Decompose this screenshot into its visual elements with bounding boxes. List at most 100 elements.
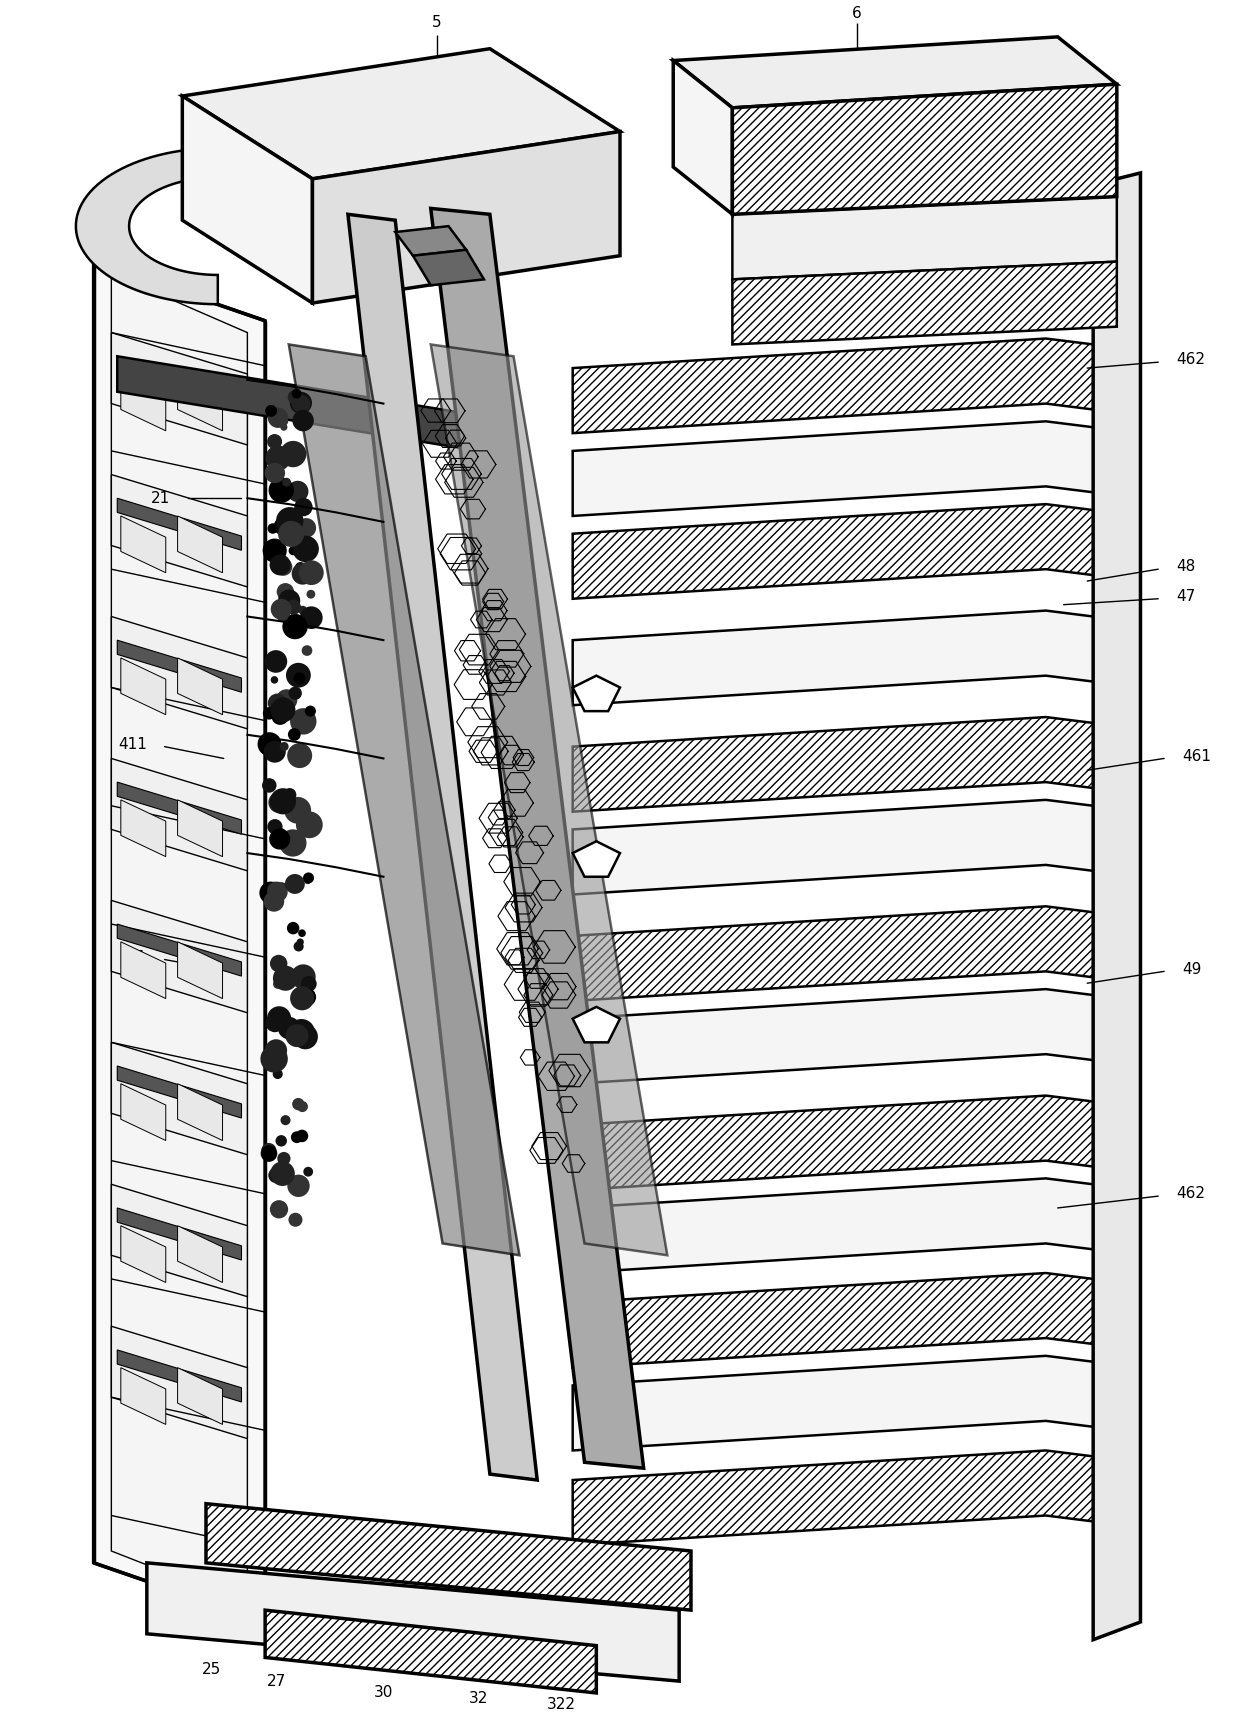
Polygon shape xyxy=(177,1368,222,1424)
Circle shape xyxy=(306,589,315,598)
Circle shape xyxy=(289,546,298,555)
Circle shape xyxy=(269,555,290,576)
Polygon shape xyxy=(118,782,242,835)
Polygon shape xyxy=(573,610,1094,704)
Circle shape xyxy=(280,1115,290,1125)
Polygon shape xyxy=(312,132,620,302)
Polygon shape xyxy=(177,1084,222,1141)
Circle shape xyxy=(269,460,278,469)
Circle shape xyxy=(268,881,288,902)
Circle shape xyxy=(268,694,286,713)
Polygon shape xyxy=(573,1450,1094,1544)
Circle shape xyxy=(291,1130,303,1142)
Polygon shape xyxy=(120,515,166,572)
Text: 25: 25 xyxy=(202,1661,222,1677)
Circle shape xyxy=(291,964,316,990)
Circle shape xyxy=(280,442,306,467)
Text: 21: 21 xyxy=(151,491,170,505)
Circle shape xyxy=(269,478,294,503)
Circle shape xyxy=(286,600,301,615)
Circle shape xyxy=(277,608,289,622)
Circle shape xyxy=(294,941,304,952)
Circle shape xyxy=(264,462,285,483)
Polygon shape xyxy=(112,617,248,728)
Circle shape xyxy=(288,481,309,502)
Circle shape xyxy=(268,819,283,835)
Polygon shape xyxy=(118,641,242,692)
Polygon shape xyxy=(182,96,312,302)
Polygon shape xyxy=(118,356,479,450)
Circle shape xyxy=(284,797,311,823)
Circle shape xyxy=(263,708,275,720)
Circle shape xyxy=(272,708,289,725)
Circle shape xyxy=(299,560,324,586)
Circle shape xyxy=(293,1098,305,1110)
Circle shape xyxy=(275,1136,286,1146)
Circle shape xyxy=(267,1007,291,1031)
Polygon shape xyxy=(573,338,1094,433)
Polygon shape xyxy=(265,1610,596,1692)
Circle shape xyxy=(285,1020,311,1046)
Polygon shape xyxy=(118,1350,242,1402)
Circle shape xyxy=(265,735,281,751)
Polygon shape xyxy=(120,658,166,715)
Circle shape xyxy=(270,698,295,722)
Circle shape xyxy=(295,538,311,555)
Text: 49: 49 xyxy=(1182,962,1202,976)
Circle shape xyxy=(289,1213,303,1227)
Polygon shape xyxy=(573,1007,620,1043)
Circle shape xyxy=(268,881,283,897)
Circle shape xyxy=(280,424,288,431)
Circle shape xyxy=(278,589,300,612)
Circle shape xyxy=(288,390,303,405)
Circle shape xyxy=(274,558,293,576)
Circle shape xyxy=(291,388,301,399)
Circle shape xyxy=(288,728,300,740)
Circle shape xyxy=(293,395,310,414)
Circle shape xyxy=(279,830,306,857)
Polygon shape xyxy=(733,261,1117,344)
Circle shape xyxy=(270,1201,288,1218)
Text: 26: 26 xyxy=(134,387,153,402)
Polygon shape xyxy=(348,215,537,1479)
Circle shape xyxy=(303,873,314,883)
Polygon shape xyxy=(573,675,620,711)
Polygon shape xyxy=(120,1225,166,1282)
Circle shape xyxy=(265,405,277,417)
Polygon shape xyxy=(118,1208,242,1259)
Circle shape xyxy=(286,663,311,687)
Polygon shape xyxy=(120,1084,166,1141)
Circle shape xyxy=(296,519,316,538)
Circle shape xyxy=(278,416,288,426)
Polygon shape xyxy=(430,344,667,1256)
Text: 6: 6 xyxy=(852,5,862,21)
Circle shape xyxy=(264,892,284,912)
Circle shape xyxy=(283,613,308,639)
Text: 322: 322 xyxy=(547,1697,575,1713)
Polygon shape xyxy=(177,375,222,431)
Circle shape xyxy=(300,606,322,629)
Circle shape xyxy=(262,778,277,792)
Circle shape xyxy=(275,830,283,837)
Text: 462: 462 xyxy=(1176,1185,1205,1201)
Text: 47: 47 xyxy=(1176,589,1195,605)
Polygon shape xyxy=(146,1563,680,1682)
Circle shape xyxy=(268,792,289,813)
Circle shape xyxy=(264,649,288,673)
Circle shape xyxy=(273,1069,283,1079)
Circle shape xyxy=(299,606,308,615)
Polygon shape xyxy=(177,1225,222,1282)
Text: 5: 5 xyxy=(432,15,441,31)
Circle shape xyxy=(265,1014,284,1033)
Circle shape xyxy=(260,1146,278,1161)
Circle shape xyxy=(301,646,312,656)
Polygon shape xyxy=(76,148,218,304)
Circle shape xyxy=(270,677,278,684)
Circle shape xyxy=(294,672,305,684)
Polygon shape xyxy=(573,842,620,876)
Circle shape xyxy=(296,1101,308,1112)
Circle shape xyxy=(295,562,306,574)
Polygon shape xyxy=(733,196,1117,280)
Polygon shape xyxy=(177,515,222,572)
Polygon shape xyxy=(573,907,1094,1002)
